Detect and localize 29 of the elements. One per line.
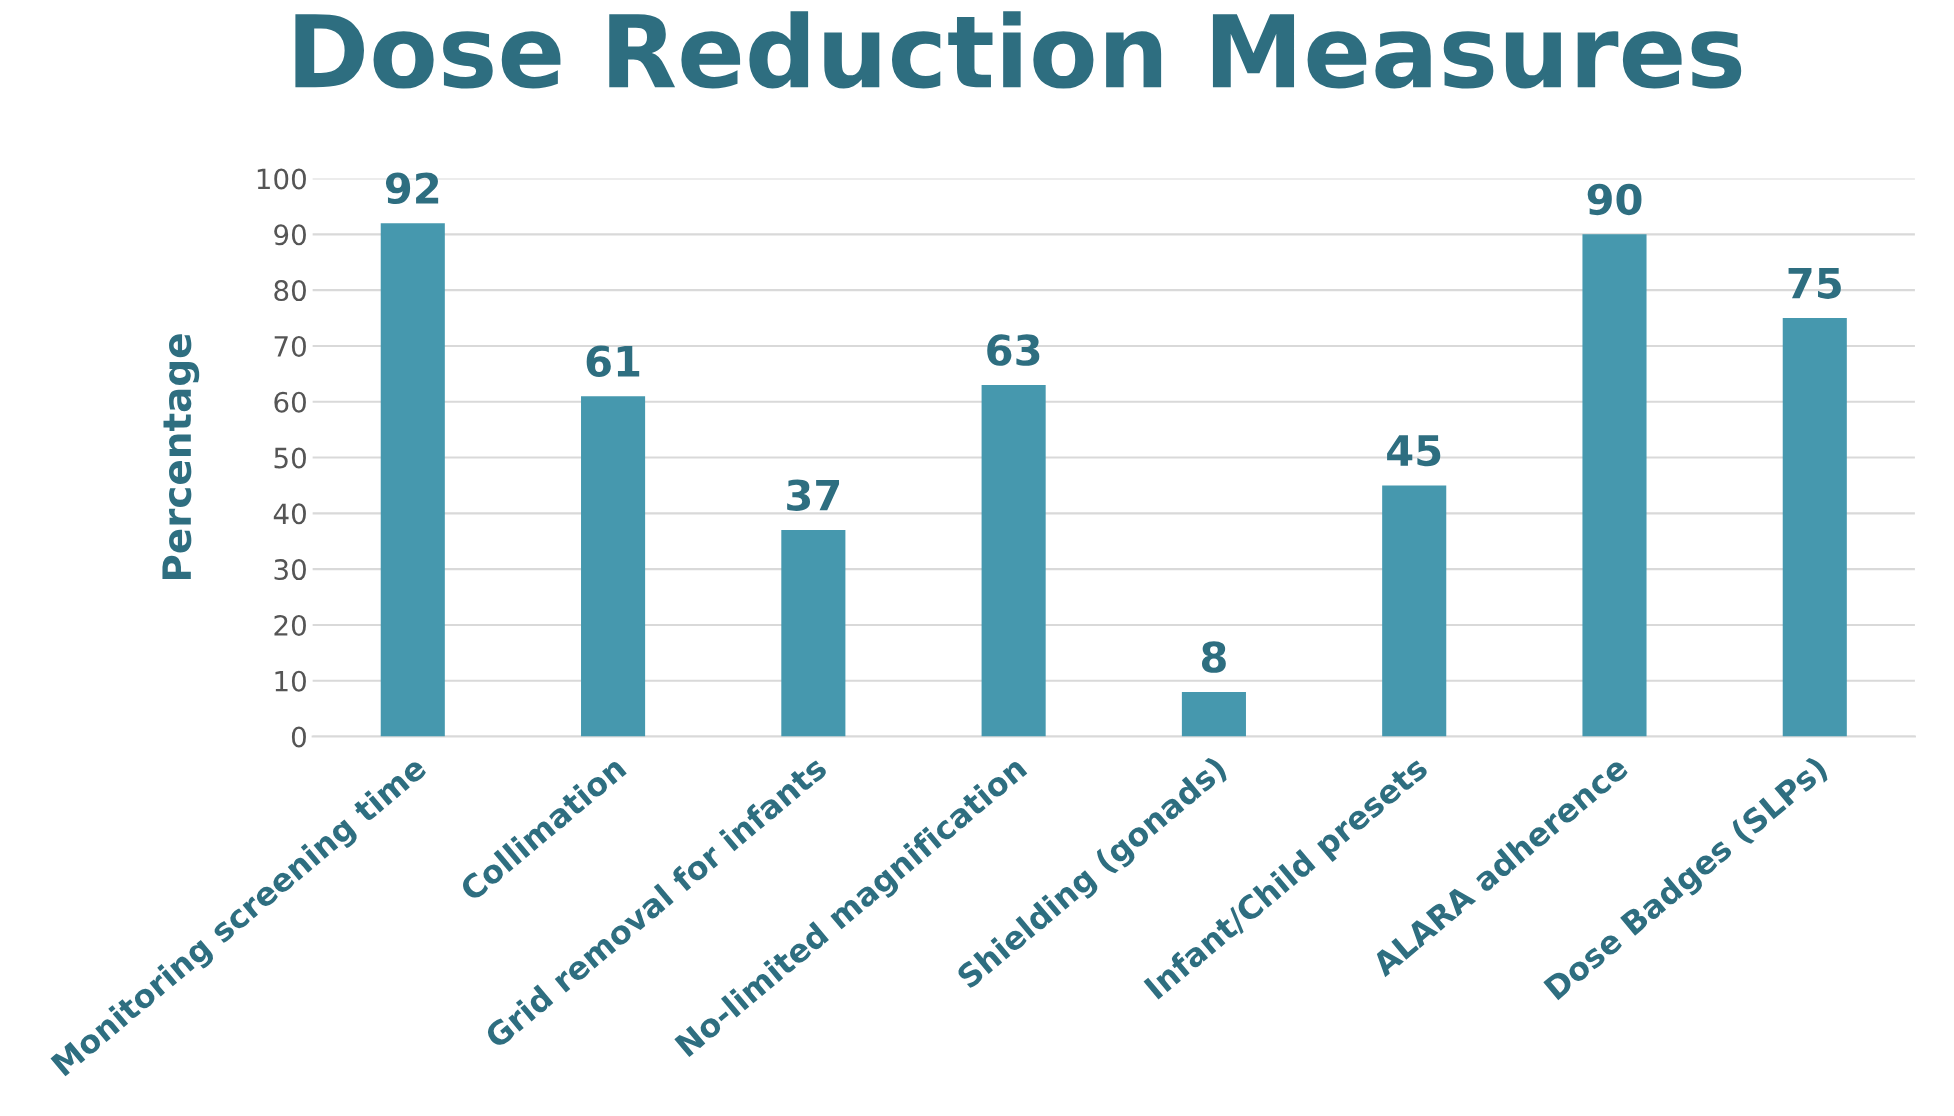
y-tick-label: 50 (274, 447, 306, 469)
y-axis-title: Percentage (162, 334, 200, 580)
y-tick-label: 40 (273, 503, 306, 525)
bar (1782, 318, 1847, 737)
y-tick-label: 10 (275, 670, 306, 692)
y-tick-label: 80 (274, 280, 306, 302)
data-label: 61 (586, 345, 640, 377)
data-label: 90 (1587, 183, 1642, 216)
data-label: 75 (1788, 267, 1841, 299)
bar (781, 530, 846, 737)
bar (981, 385, 1046, 737)
data-label: 63 (987, 334, 1040, 366)
chart-title: Dose Reduction Measures (295, 11, 1742, 89)
y-tick-label: 30 (274, 559, 306, 581)
data-label: 37 (787, 479, 840, 511)
bar (581, 396, 646, 737)
data-label: 8 (1201, 641, 1226, 673)
bar (380, 223, 445, 737)
y-tick-label: 100 (257, 168, 306, 190)
bar (1181, 691, 1246, 737)
y-tick-label: 70 (274, 335, 306, 357)
data-label: 92 (385, 172, 439, 205)
y-tick-label: 0 (291, 726, 306, 748)
y-tick-label: 60 (274, 391, 306, 413)
y-tick-label: 90 (274, 224, 306, 246)
data-label: 45 (1387, 435, 1441, 467)
y-tick-label: 20 (274, 614, 306, 636)
bar (1382, 485, 1447, 737)
bar (1582, 234, 1647, 737)
